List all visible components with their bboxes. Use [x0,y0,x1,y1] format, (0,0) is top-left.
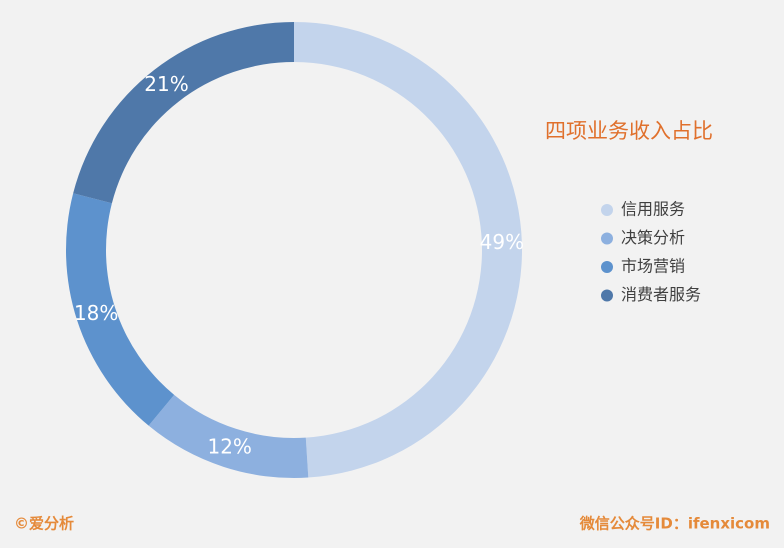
donut-segment [73,22,294,204]
data-label: 49% [480,230,524,254]
data-label: 12% [207,434,251,458]
legend-label: 信用服务 [621,200,685,219]
donut-segment [148,394,309,478]
legend-swatch [601,204,613,216]
watermark-left: ©爱分析 [14,515,74,533]
data-label: 18% [74,301,118,325]
chart-title: 四项业务收入占比 [545,119,713,143]
data-label: 21% [144,72,188,96]
legend-label: 消费者服务 [621,285,701,304]
legend-swatch [601,289,613,302]
legend-label: 市场营销 [621,257,685,276]
donut-segment [294,22,522,478]
legend-swatch [601,232,613,245]
legend-swatch [601,261,613,273]
legend-label: 决策分析 [621,228,685,247]
donut-segment [65,193,175,426]
watermark-right: 微信公众号ID：ifenxicom [579,515,770,533]
